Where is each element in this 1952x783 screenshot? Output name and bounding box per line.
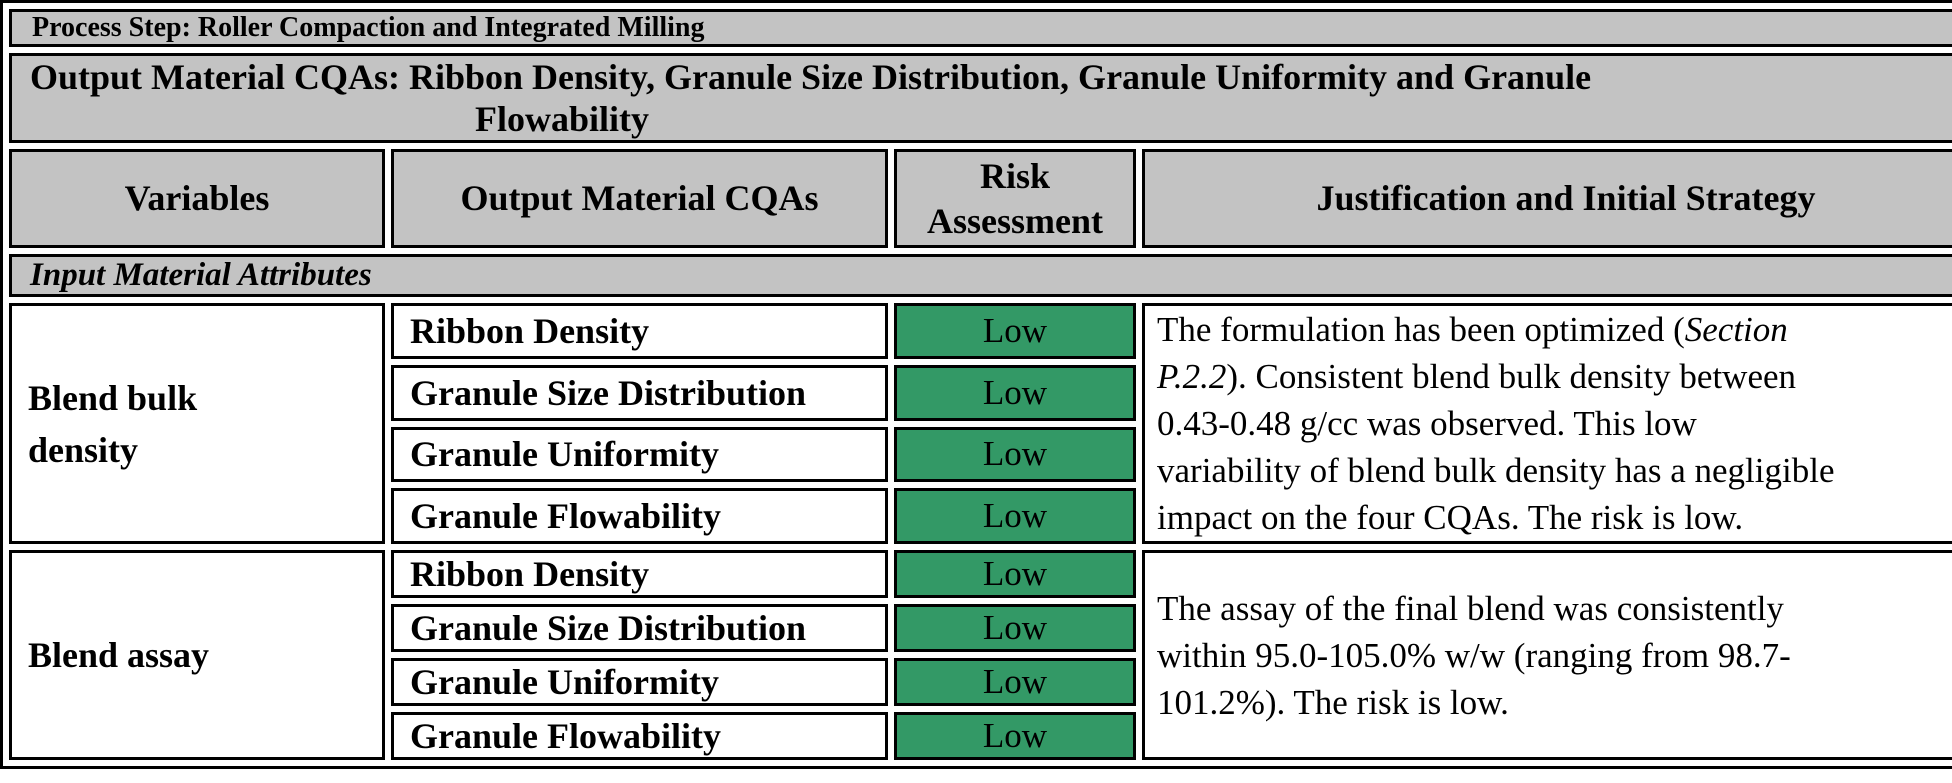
risk-badge-low: Low [894, 364, 1136, 421]
justification-line: within 95.0-105.0% w/w (ranging from 98.… [1157, 635, 1791, 675]
justification-line: impact on the four CQAs. The risk is low… [1157, 498, 1744, 537]
risk-badge-low: Low [894, 426, 1136, 483]
justification-cell: The assay of the final blend was consist… [1142, 550, 1952, 760]
cqa-cell: Ribbon Density [391, 303, 888, 359]
variable-cell-blend-assay: Blend assay [9, 550, 385, 760]
variable-line: Blend assay [28, 635, 210, 675]
cqa-cell: Granule Flowability [391, 712, 888, 760]
justification-line: The assay of the final blend was consist… [1157, 588, 1784, 628]
column-header-justification: Justification and Initial Strategy [1142, 149, 1952, 248]
justification-line: 101.2%). The risk is low. [1157, 682, 1509, 722]
cqa-cell: Granule Flowability [391, 488, 888, 544]
cqa-cell: Granule Uniformity [391, 658, 888, 706]
column-header-output-cqas: Output Material CQAs [391, 149, 888, 248]
risk-badge-low: Low [894, 550, 1136, 598]
risk-badge-low: Low [894, 604, 1136, 652]
risk-badge-low: Low [894, 658, 1136, 706]
risk-badge-low: Low [894, 712, 1136, 760]
column-header-variables: Variables [9, 149, 385, 248]
section-header-input-material-attributes: Input Material Attributes [9, 254, 1952, 297]
justification-line: variability of blend bulk density has a … [1157, 451, 1835, 490]
process-step-header: Process Step: Roller Compaction and Inte… [9, 9, 1952, 47]
cqa-cell: Granule Size Distribution [391, 604, 888, 652]
cqa-cell: Ribbon Density [391, 550, 888, 598]
justification-cell: The formulation has been optimized (Sect… [1142, 303, 1952, 544]
variable-line: density [28, 429, 139, 470]
cqa-cell: Granule Size Distribution [391, 364, 888, 421]
column-header-risk-assessment: Risk Assessment [894, 149, 1136, 248]
justification-line: P.2.2). Consistent blend bulk density be… [1157, 357, 1797, 396]
variable-cell-blend-bulk-density: Blend bulk density [9, 303, 385, 544]
cqa-cell: Granule Uniformity [391, 426, 888, 483]
risk-badge-low: Low [894, 488, 1136, 544]
variable-line: Blend bulk [28, 377, 198, 418]
justification-line: 0.43-0.48 g/cc was observed. This low [1157, 404, 1697, 443]
output-cqas-header: Output Material CQAs: Ribbon Density, Gr… [9, 53, 1952, 143]
justification-line: The formulation has been optimized (Sect… [1157, 310, 1788, 349]
risk-badge-low: Low [894, 303, 1136, 359]
output-cqas-line1: Output Material CQAs: Ribbon Density, Gr… [30, 57, 1592, 97]
output-cqas-line2: Flowability [475, 99, 650, 139]
